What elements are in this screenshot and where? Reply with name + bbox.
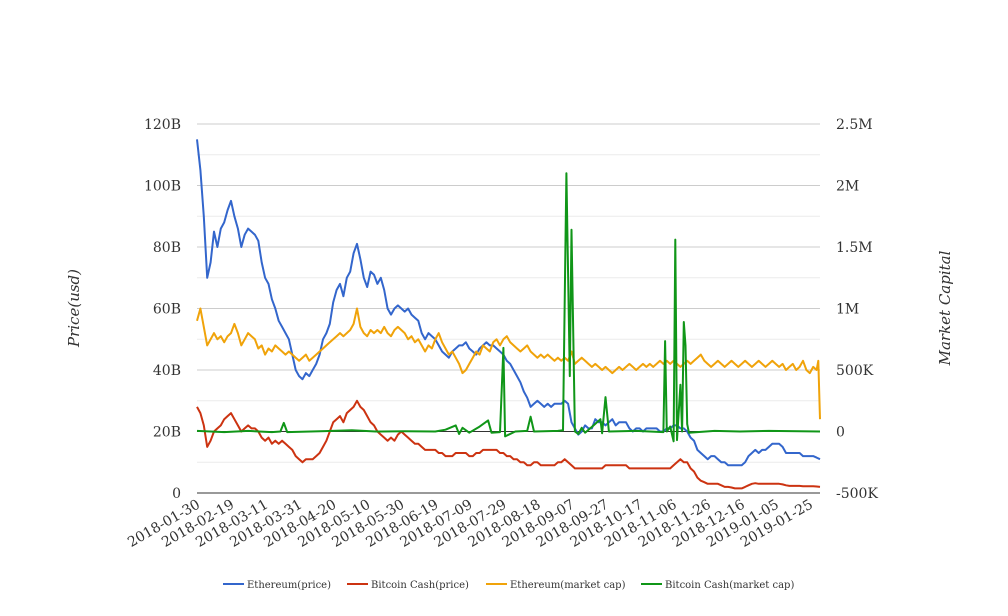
gridlines xyxy=(197,123,820,494)
y-left-tick-label: 40B xyxy=(153,363,181,379)
series-lines xyxy=(196,139,821,490)
y-right-tick-label: 2.5M xyxy=(836,117,873,133)
y-left-tick-label: 100B xyxy=(144,179,181,195)
legend-label: Ethereum(market cap) xyxy=(510,580,626,591)
series-line-ethereum-market-cap xyxy=(196,307,821,420)
y-axis-title-right: Market Capital xyxy=(936,250,954,366)
y-right-tick-label: 0 xyxy=(836,425,845,441)
series-line-ethereum-price xyxy=(196,139,821,467)
y-axis-title-left: Price(usd) xyxy=(65,269,83,348)
right-axis-ticks: -500K 0 500K 1M 1.5M 2M 2.5M xyxy=(836,117,878,502)
y-left-tick-label: 60B xyxy=(153,302,181,318)
y-right-tick-label: 2M xyxy=(836,179,859,195)
y-right-tick-label: 500K xyxy=(836,363,874,379)
y-right-tick-label: 1.5M xyxy=(836,240,873,256)
legend-label: Ethereum(price) xyxy=(247,580,331,591)
y-right-tick-label: -500K xyxy=(836,486,878,502)
y-left-tick-label: 20B xyxy=(153,425,181,441)
legend-label: Bitcoin Cash(market cap) xyxy=(665,580,794,591)
x-axis-ticks: 2018-01-302018-02-192018-03-112018-03-31… xyxy=(125,497,816,551)
legend-label: Bitcoin Cash(price) xyxy=(371,580,469,591)
y-right-tick-label: 1M xyxy=(836,302,859,318)
y-left-tick-label: 120B xyxy=(144,117,181,133)
legend: Ethereum(price) Bitcoin Cash(price) Ethere… xyxy=(223,580,794,591)
series-line-bitcoin-cash-market-cap xyxy=(196,172,821,443)
y-left-tick-label: 0 xyxy=(172,486,181,502)
series-line-bitcoin-cash-price xyxy=(196,399,821,490)
left-axis-ticks: 0 20B 40B 60B 80B 100B 120B xyxy=(144,117,181,502)
y-left-tick-label: 80B xyxy=(153,240,181,256)
